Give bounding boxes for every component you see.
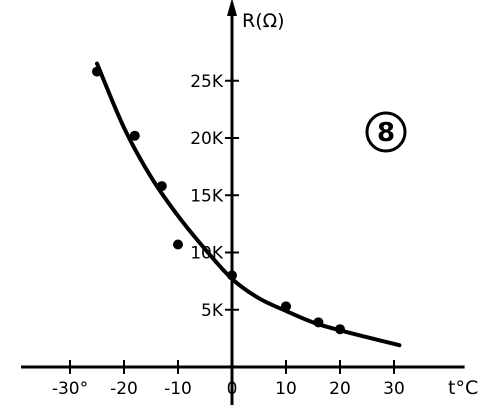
- fitted-curve-layer: [95, 61, 402, 348]
- data-point: [156, 181, 167, 192]
- y-tick-label: 15K: [190, 186, 224, 206]
- data-point: [227, 270, 237, 281]
- x-tick-label: 30: [383, 379, 405, 399]
- data-point: [281, 301, 291, 312]
- x-tick-label: 20: [329, 379, 351, 399]
- data-points-layer: [92, 66, 345, 335]
- y-axis-arrowhead: [227, 0, 237, 17]
- y-tick-label: 5K: [201, 301, 224, 321]
- x-axis-title: t°C: [448, 377, 478, 399]
- data-point: [173, 239, 183, 250]
- figure-number-circle: [365, 111, 407, 153]
- x-tick-label: -30°: [52, 379, 88, 399]
- fitted-curve-line: [95, 61, 402, 348]
- x-tick-label: -10: [164, 379, 192, 399]
- y-axis-title: R(Ω): [242, 10, 285, 32]
- figure-number-badge: 8: [365, 111, 407, 153]
- y-tick-label: 20K: [190, 129, 224, 149]
- data-point: [313, 317, 324, 328]
- x-tick-label: 0: [227, 379, 238, 399]
- axes: [21, 0, 465, 405]
- figure-number: 8: [377, 118, 395, 148]
- data-point: [129, 130, 140, 141]
- data-point: [92, 66, 102, 77]
- x-tick-label: 10: [275, 379, 297, 399]
- x-tick-label: -20: [110, 379, 138, 399]
- data-point: [335, 324, 345, 335]
- y-tick-label: 25K: [190, 72, 224, 92]
- x-ticks: -30° -20 -10 0 10 20 30: [52, 360, 405, 399]
